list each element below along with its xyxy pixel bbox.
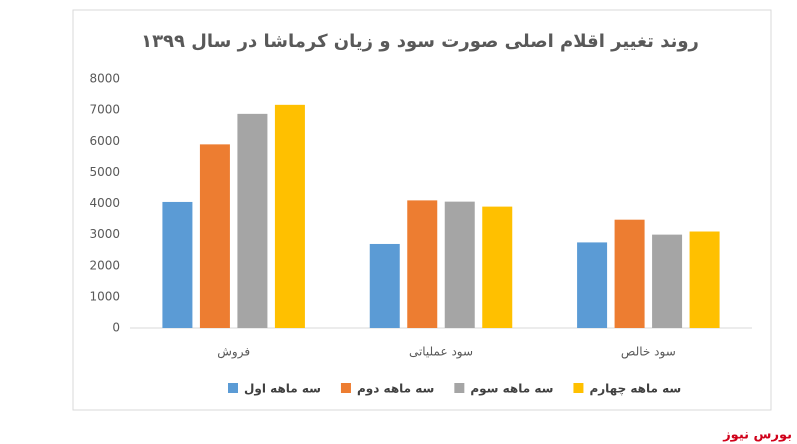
legend-label: سه ماهه سوم	[470, 382, 553, 397]
legend-label: سه ماهه چهارم	[589, 382, 681, 397]
bar	[689, 231, 720, 328]
y-tick-label: 1000	[89, 289, 120, 303]
legend-swatch	[454, 383, 465, 393]
bar	[577, 242, 608, 328]
bar	[369, 243, 400, 328]
bar	[162, 201, 193, 328]
bar	[652, 234, 683, 328]
y-tick-label: 2000	[89, 258, 120, 272]
source-label: بورس نیوز	[722, 428, 792, 443]
bar	[407, 200, 438, 328]
legend-swatch	[340, 383, 351, 393]
y-tick-label: 4000	[89, 196, 120, 210]
bar	[199, 144, 230, 328]
chart-title: روند تغییر اقلام اصلی صورت سود و زیان کر…	[141, 31, 699, 52]
legend-swatch	[573, 383, 584, 393]
legend-label: سه ماهه دوم	[357, 382, 434, 397]
bar	[274, 104, 305, 329]
bar	[237, 113, 268, 328]
legend-label: سه ماهه اول	[244, 382, 321, 397]
y-tick-label: 3000	[89, 227, 120, 241]
legend-swatch	[228, 383, 238, 393]
y-tick-label: 8000	[89, 72, 120, 86]
y-tick-label: 5000	[89, 165, 120, 179]
bar	[444, 201, 475, 328]
bar	[482, 206, 513, 328]
x-tick-label: فروش	[217, 345, 250, 360]
bar	[614, 219, 645, 328]
y-tick-label: 0	[112, 321, 120, 335]
y-tick-label: 6000	[89, 134, 120, 148]
y-tick-label: 7000	[89, 103, 120, 117]
x-tick-label: سود عملیاتی	[409, 345, 473, 360]
x-tick-label: سود خالص	[621, 345, 676, 360]
